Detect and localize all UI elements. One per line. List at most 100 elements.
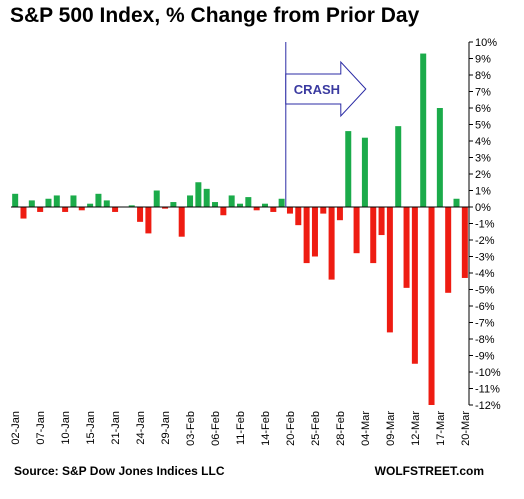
y-tick-label: -5% — [475, 285, 495, 297]
y-tick-label: 2% — [475, 169, 491, 181]
bar-13-Mar — [420, 53, 427, 207]
bar-10-Mar — [395, 126, 402, 207]
bar-10-Feb — [228, 195, 235, 207]
y-tick-label: -6% — [475, 301, 495, 313]
bar-09-Jan — [53, 195, 60, 207]
bar-06-Jan — [28, 200, 35, 207]
source-note: Source: S&P Dow Jones Indices LLC — [14, 464, 225, 478]
bar-24-Feb — [303, 207, 310, 264]
bar-04-Feb — [195, 182, 202, 207]
y-tick-label: -7% — [475, 318, 495, 330]
bar-03-Feb — [187, 195, 194, 207]
x-tick-label: 17-Mar — [435, 411, 447, 446]
y-tick-label: -12% — [475, 400, 501, 412]
bar-19-Mar — [453, 198, 460, 207]
x-tick-label: 14-Feb — [260, 411, 272, 446]
y-tick-label: 0% — [475, 202, 491, 214]
bar-19-Feb — [278, 198, 285, 207]
x-tick-label: 20-Mar — [460, 411, 472, 446]
bar-30-Jan — [170, 202, 177, 207]
bar-05-Feb — [203, 188, 210, 207]
crash-annotation: CRASH — [285, 42, 367, 207]
bar-29-Jan — [162, 207, 169, 209]
y-tick-label: 1% — [475, 186, 491, 198]
bars-group — [12, 53, 468, 405]
bar-21-Jan — [112, 207, 119, 212]
bar-12-Mar — [411, 207, 418, 364]
y-tick-label: -10% — [475, 367, 501, 379]
x-tick-label: 15-Jan — [85, 411, 97, 445]
x-tick-label: 07-Jan — [35, 411, 47, 445]
y-tick-label: 10% — [475, 37, 497, 49]
y-tick-label: -9% — [475, 351, 495, 363]
bar-24-Jan — [137, 207, 144, 222]
x-tick-label: 09-Mar — [385, 411, 397, 446]
y-tick-label: 8% — [475, 70, 491, 82]
bar-31-Jan — [178, 207, 185, 237]
y-tick-label: 4% — [475, 136, 491, 148]
y-tick-label: -8% — [475, 334, 495, 346]
bar-20-Mar — [461, 207, 468, 278]
bar-17-Mar — [436, 108, 443, 207]
x-tick-label: 24-Jan — [135, 411, 147, 445]
bar-03-Jan — [20, 207, 27, 219]
x-tick-label: 21-Jan — [110, 411, 122, 445]
y-tick-label: 6% — [475, 103, 491, 115]
bar-28-Jan — [153, 190, 160, 207]
bar-08-Jan — [45, 198, 52, 207]
y-tick-label: -1% — [475, 219, 495, 231]
bar-02-Jan — [12, 193, 19, 207]
bar-03-Mar — [353, 207, 360, 254]
y-tick-label: -2% — [475, 235, 495, 247]
bar-27-Jan — [145, 207, 152, 234]
bar-02-Mar — [345, 131, 352, 207]
bar-04-Mar — [361, 137, 368, 207]
bar-10-Jan — [62, 207, 69, 212]
bar-15-Jan — [87, 203, 94, 207]
brand-label: WOLFSTREET.com — [374, 464, 484, 478]
bar-06-Feb — [212, 202, 219, 207]
y-tick-label: -3% — [475, 252, 495, 264]
bar-14-Feb — [261, 203, 268, 207]
bar-05-Mar — [370, 207, 377, 264]
bar-07-Feb — [220, 207, 227, 216]
x-tick-label: 11-Feb — [235, 411, 247, 445]
bar-13-Feb — [253, 207, 260, 211]
bar-12-Feb — [245, 197, 252, 207]
y-tick-label: -4% — [475, 268, 495, 280]
x-tick-label: 12-Mar — [410, 411, 422, 446]
bar-27-Feb — [328, 207, 335, 280]
y-ticks-group: 10% 9% 8% 7% 6% 5% 4% 3% 2% 1% 0% -1% -2% -3% -4% -5% -6… — [469, 37, 501, 412]
bar-28-Feb — [336, 207, 343, 221]
bar-20-Feb — [286, 207, 293, 214]
y-tick-label: -11% — [475, 384, 500, 396]
bar-23-Jan — [128, 205, 135, 207]
x-tick-label: 20-Feb — [285, 411, 297, 446]
y-tick-label: 5% — [475, 120, 491, 132]
bar-13-Jan — [70, 195, 77, 207]
x-tick-label: 10-Jan — [60, 411, 72, 445]
x-ticks-group: 02-Jan 07-Jan 10-Jan 15-Jan 21-Jan 24-Jan 29-J… — [10, 411, 472, 446]
y-tick-label: 3% — [475, 153, 491, 165]
x-tick-label: 02-Jan — [10, 411, 22, 445]
crash-arrow-shape — [285, 60, 367, 118]
bar-11-Mar — [403, 207, 410, 288]
bar-18-Mar — [445, 207, 452, 293]
x-tick-label: 28-Feb — [335, 411, 347, 446]
bar-11-Feb — [237, 203, 243, 207]
x-tick-label: 29-Jan — [160, 411, 172, 445]
bar-16-Jan — [95, 193, 102, 207]
bar-21-Feb — [295, 207, 302, 226]
bar-16-Mar — [428, 207, 435, 405]
bar-07-Jan — [37, 207, 44, 212]
x-tick-label: 04-Mar — [360, 411, 372, 446]
bar-26-Feb — [320, 207, 327, 214]
y-tick-label: 9% — [475, 54, 491, 66]
bar-09-Mar — [386, 207, 393, 333]
bar-18-Feb — [270, 207, 277, 212]
bar-17-Jan — [103, 200, 110, 207]
x-tick-label: 06-Feb — [210, 411, 222, 446]
chart-title: S&P 500 Index, % Change from Prior Day — [10, 4, 420, 27]
bar-06-Mar — [378, 207, 385, 236]
y-tick-label: 7% — [475, 87, 491, 99]
